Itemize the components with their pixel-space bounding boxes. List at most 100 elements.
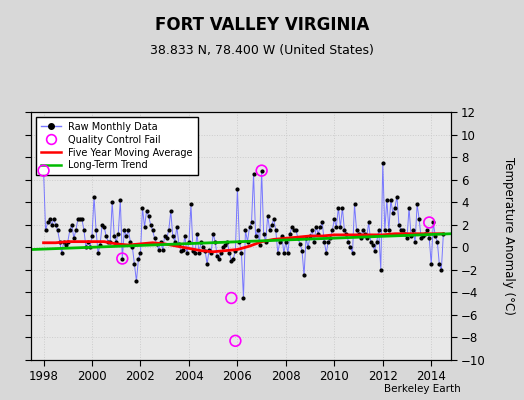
Point (377, 267, 385, 273)
Point (278, 233, 286, 239)
Point (361, 230, 369, 237)
Point (58, 250, 66, 256)
Point (332, 224, 341, 230)
Point (385, 227, 393, 234)
Point (231, 338, 239, 344)
Point (148, 227, 157, 234)
Point (209, 230, 217, 237)
Point (328, 227, 336, 234)
Point (419, 233, 428, 239)
Point (379, 160, 387, 166)
Point (189, 248, 197, 254)
Point (68, 222, 76, 228)
Point (181, 233, 189, 239)
Point (266, 227, 274, 234)
Point (370, 248, 379, 254)
Point (417, 235, 425, 242)
Point (276, 238, 284, 245)
Point (98, 222, 106, 228)
Point (415, 216, 423, 222)
Point (338, 205, 346, 211)
Text: FORT VALLEY VIRGINIA: FORT VALLEY VIRGINIA (155, 16, 369, 34)
Point (324, 238, 332, 245)
Point (157, 238, 165, 245)
Point (429, 219, 438, 226)
Point (172, 224, 181, 230)
Point (41, 227, 50, 234)
Point (43, 219, 52, 226)
Point (298, 248, 306, 254)
Text: Berkeley Earth: Berkeley Earth (385, 384, 461, 394)
Point (56, 238, 64, 245)
Point (431, 233, 440, 239)
Point (140, 224, 149, 230)
Point (340, 227, 348, 234)
Point (197, 238, 205, 245)
Point (346, 244, 355, 250)
Point (39, 168, 48, 174)
Point (70, 235, 78, 242)
Point (199, 244, 208, 250)
Point (387, 197, 395, 203)
Point (336, 224, 345, 230)
Point (257, 168, 266, 174)
Point (171, 238, 179, 245)
Point (274, 250, 282, 256)
Point (292, 227, 300, 234)
Point (96, 242, 104, 248)
Point (320, 238, 329, 245)
Point (62, 242, 70, 248)
Point (120, 227, 128, 234)
Point (314, 230, 322, 237)
Point (86, 244, 94, 250)
Point (136, 250, 145, 256)
Point (366, 238, 375, 245)
Point (185, 238, 193, 245)
Point (397, 227, 405, 234)
Point (318, 219, 326, 226)
Point (169, 233, 177, 239)
Point (391, 205, 399, 211)
Point (187, 201, 195, 208)
Point (221, 242, 230, 248)
Point (217, 250, 225, 256)
Point (342, 230, 351, 237)
Point (363, 235, 371, 242)
Point (254, 227, 262, 234)
Point (66, 227, 74, 234)
Point (72, 227, 80, 234)
Point (257, 168, 266, 174)
Point (358, 227, 367, 234)
Point (316, 224, 324, 230)
Point (94, 250, 102, 256)
Point (322, 250, 331, 256)
Point (425, 219, 433, 226)
Point (128, 244, 137, 250)
Point (365, 219, 373, 226)
Point (296, 241, 304, 247)
Point (282, 238, 290, 245)
Point (227, 295, 236, 301)
Point (310, 238, 319, 245)
Point (126, 238, 135, 245)
Point (261, 238, 270, 245)
Point (219, 244, 227, 250)
Point (255, 242, 264, 248)
Point (122, 233, 130, 239)
Point (177, 248, 185, 254)
Point (334, 205, 343, 211)
Point (88, 233, 96, 239)
Point (132, 278, 140, 284)
Point (174, 241, 183, 247)
Point (49, 216, 58, 222)
Point (167, 208, 175, 214)
Point (201, 248, 209, 254)
Point (179, 246, 187, 253)
Point (423, 227, 431, 234)
Point (150, 235, 159, 242)
Point (75, 216, 84, 222)
Point (239, 295, 248, 301)
Point (288, 224, 296, 230)
Point (300, 272, 308, 279)
Point (84, 238, 92, 245)
